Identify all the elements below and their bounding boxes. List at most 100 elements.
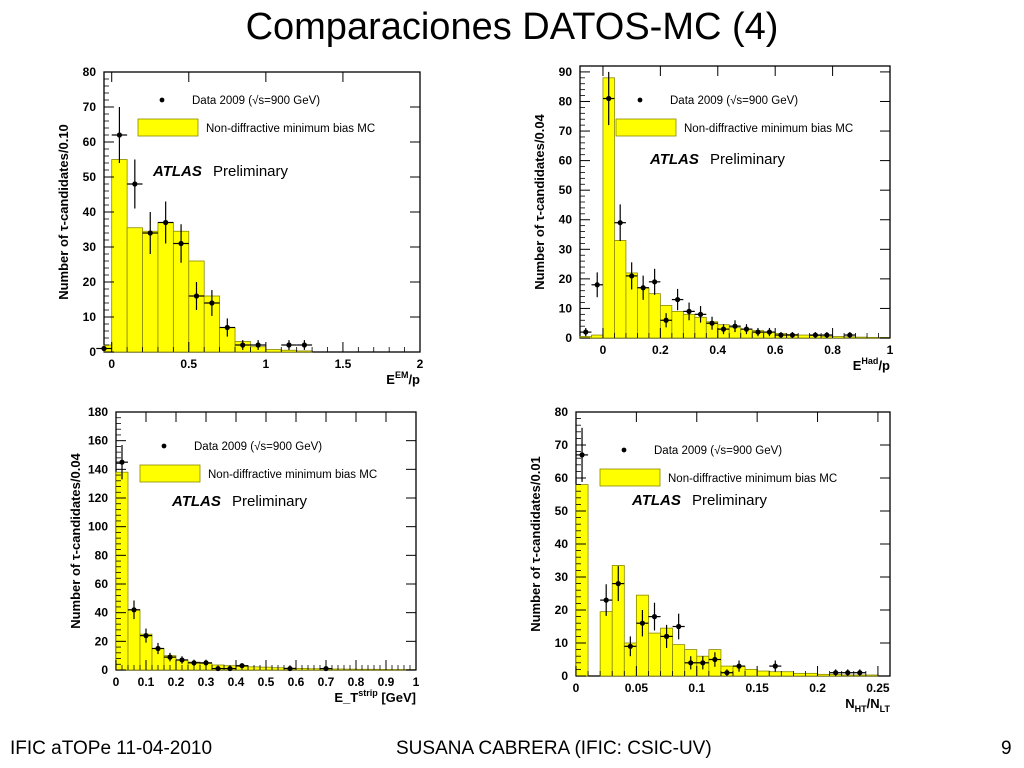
x-tick-label: 0.6 xyxy=(767,343,784,357)
mc-histogram-bar xyxy=(591,334,604,339)
x-tick-label: 0.2 xyxy=(652,343,669,357)
data-point xyxy=(224,324,230,331)
y-tick-label: 20 xyxy=(95,634,109,648)
preliminary-label: Preliminary xyxy=(232,493,308,510)
data-point xyxy=(700,660,706,666)
y-tick-label: 40 xyxy=(83,205,97,219)
x-tick-label: 0.8 xyxy=(348,675,365,689)
y-tick-label: 10 xyxy=(83,310,97,324)
x-axis-label-part: HT xyxy=(855,704,867,714)
y-tick-label: 0 xyxy=(89,345,96,359)
y-tick-label: 50 xyxy=(555,504,569,518)
y-tick-label: 70 xyxy=(555,438,569,452)
data-point xyxy=(676,623,682,630)
mc-histogram-bar xyxy=(866,337,879,339)
y-tick-label: 40 xyxy=(95,606,109,620)
mc-histogram-bar xyxy=(648,632,661,677)
legend-mc-label: Non-diffractive minimum bias MC xyxy=(684,123,853,135)
data-point xyxy=(119,459,125,465)
y-tick-label: 100 xyxy=(88,520,108,534)
data-point xyxy=(606,95,612,102)
data-point xyxy=(772,663,778,669)
mc-histogram-bar xyxy=(797,334,811,339)
x-tick-label: 0.9 xyxy=(378,675,395,689)
mc-histogram-bar xyxy=(855,336,868,339)
x-axis-label-part: LT xyxy=(880,704,891,714)
mc-histogram-bar xyxy=(672,644,686,677)
y-tick-label: 120 xyxy=(88,491,108,505)
data-point xyxy=(663,633,670,640)
data-point xyxy=(845,670,851,676)
atlas-label: ATLAS xyxy=(631,492,681,509)
x-tick-label: 2 xyxy=(417,357,424,371)
atlas-label: ATLAS xyxy=(171,493,221,510)
mc-histogram-bar xyxy=(296,350,313,353)
data-point xyxy=(833,670,839,676)
data-point xyxy=(627,643,633,649)
mc-histogram-bar xyxy=(115,471,129,671)
legend-data-label: Data 2009 (√s=900 GeV) xyxy=(654,444,782,457)
x-tick-label: 0 xyxy=(600,343,607,357)
y-tick-label: 70 xyxy=(83,100,97,114)
data-point xyxy=(651,614,658,620)
x-tick-label: 0 xyxy=(113,675,120,689)
data-point xyxy=(743,326,750,332)
y-tick-label: 0 xyxy=(101,663,108,677)
x-tick-label: 0.5 xyxy=(180,357,197,371)
y-tick-label: 60 xyxy=(83,135,97,149)
footer-left: IFIC aTOPe 11-04-2010 xyxy=(10,738,213,759)
legend-data-label: Data 2009 (√s=900 GeV) xyxy=(194,440,322,453)
data-point xyxy=(603,597,609,603)
data-point xyxy=(215,665,221,672)
data-point xyxy=(674,296,681,303)
data-point xyxy=(709,320,715,326)
x-axis-label-part: E_T xyxy=(334,690,358,705)
legend-mc-label: Non-diffractive minimum bias MC xyxy=(668,473,837,485)
x-tick-label: 0.4 xyxy=(228,675,245,689)
data-point xyxy=(615,581,621,587)
data-point xyxy=(227,665,233,672)
data-point xyxy=(639,620,646,626)
x-tick-label: 0 xyxy=(108,357,115,371)
x-axis-label: EEM/p xyxy=(386,370,420,387)
x-tick-label: 1 xyxy=(263,357,270,371)
mc-histogram-bar xyxy=(126,227,143,353)
x-tick-label: 0.2 xyxy=(809,681,826,695)
x-tick-label: 0.6 xyxy=(288,675,305,689)
y-tick-label: 160 xyxy=(88,434,108,448)
data-point xyxy=(857,670,863,676)
data-point xyxy=(101,345,107,352)
y-tick-label: 70 xyxy=(559,124,573,138)
data-point xyxy=(789,332,796,338)
data-point xyxy=(697,311,704,317)
y-tick-label: 20 xyxy=(559,272,573,286)
mc-histogram-bar xyxy=(744,669,758,677)
x-tick-label: 0.2 xyxy=(168,675,185,689)
y-axis-label: Number of τ-candidates/0.10 xyxy=(56,124,71,300)
x-axis-label-part: /p xyxy=(878,358,890,373)
x-axis-label-part: Had xyxy=(861,356,878,366)
data-point xyxy=(663,317,669,323)
mc-histogram-bar xyxy=(575,484,589,677)
x-tick-label: 1 xyxy=(413,675,420,689)
data-point xyxy=(617,220,623,226)
legend-data-marker xyxy=(621,447,627,453)
data-point xyxy=(720,326,727,332)
legend-data-label: Data 2009 (√s=900 GeV) xyxy=(670,94,798,107)
mc-histogram-bar xyxy=(599,611,613,677)
x-axis-label-part: N xyxy=(845,696,854,711)
data-point xyxy=(583,329,589,335)
y-tick-label: 80 xyxy=(95,548,109,562)
y-tick-label: 80 xyxy=(83,65,97,79)
legend-mc-swatch xyxy=(599,468,661,487)
data-point xyxy=(179,657,185,663)
y-tick-label: 30 xyxy=(555,570,569,584)
data-point xyxy=(240,342,246,348)
data-point xyxy=(778,332,784,338)
histogram-panel-2: 0 0.2 0.4 0.6 0.8 10102030405060708090Number … xyxy=(532,65,894,373)
footer-center: SUSANA CABRERA (IFIC: CSIC-UV) xyxy=(396,738,712,759)
legend-mc-label: Non-diffractive minimum bias MC xyxy=(206,123,375,135)
x-tick-label: 0.3 xyxy=(198,675,215,689)
data-point xyxy=(286,342,292,348)
atlas-label: ATLAS xyxy=(649,151,699,168)
